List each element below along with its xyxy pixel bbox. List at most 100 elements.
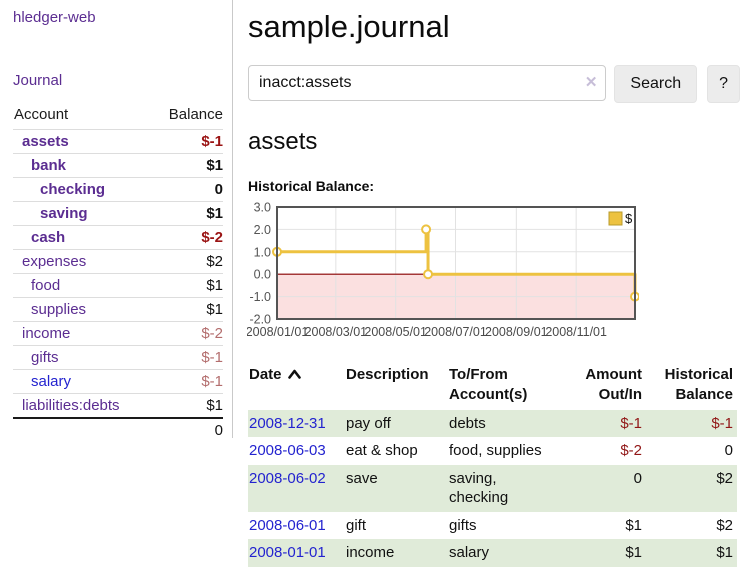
transaction-balance: $1 [716, 544, 733, 562]
accounts-table: Account Balance assets $-1 bank $1 checking 0… [13, 104, 223, 442]
account-link[interactable]: cash [13, 225, 139, 250]
account-balance: $1 [139, 273, 223, 298]
account-balance: $1 [139, 201, 223, 226]
help-button[interactable]: ? [707, 65, 740, 103]
account-balance: $-1 [139, 345, 223, 370]
account-balance: $1 [139, 153, 223, 178]
svg-text:$: $ [625, 211, 633, 226]
account-row: gifts $-1 [13, 345, 223, 370]
register-header-amount: Amount Out/In [585, 366, 642, 403]
svg-text:-1.0: -1.0 [249, 290, 271, 304]
svg-text:2.0: 2.0 [254, 223, 271, 237]
search-input[interactable] [248, 65, 607, 101]
search-form: ✕ Search ? [248, 65, 740, 103]
sort-ascending-icon [287, 369, 301, 379]
account-balance: $-1 [139, 369, 223, 394]
account-row: assets $-1 [13, 129, 223, 154]
account-link[interactable]: assets [13, 129, 139, 154]
transaction-accounts: gifts [449, 516, 477, 534]
svg-text:2008/05/01: 2008/05/01 [364, 325, 427, 339]
transaction-amount: $1 [625, 544, 642, 562]
transaction-amount: $-1 [620, 414, 642, 432]
account-link[interactable]: checking [13, 177, 139, 202]
transaction-accounts: saving, checking [449, 469, 509, 507]
transaction-accounts: debts [449, 414, 486, 432]
account-link[interactable]: salary [13, 369, 139, 394]
transaction-description: eat & shop [346, 442, 418, 460]
account-link[interactable]: liabilities:debts [13, 393, 139, 418]
account-link[interactable]: saving [13, 201, 139, 226]
register-header-description: Description [346, 366, 429, 383]
page-title: sample.journal [248, 9, 450, 44]
account-row: checking 0 [13, 177, 223, 202]
transaction-row: 2008-01-01 income salary $1 $1 [248, 539, 737, 567]
accounts-header-balance: Balance [168, 106, 223, 123]
transaction-description: save [346, 469, 378, 487]
transaction-date-link[interactable]: 2008-06-01 [249, 516, 326, 534]
account-balance: $1 [139, 393, 223, 418]
accounts-header-account: Account [14, 106, 69, 123]
transaction-row: 2008-06-01 gift gifts $1 $2 [248, 512, 737, 540]
svg-text:2008/03/01: 2008/03/01 [305, 325, 368, 339]
account-row: supplies $1 [13, 297, 223, 322]
brand-link[interactable]: hledger-web [13, 9, 96, 26]
transaction-date-link[interactable]: 2008-01-01 [249, 544, 326, 562]
account-balance: $1 [139, 297, 223, 322]
accounts-header-row: Account Balance [13, 104, 223, 130]
account-link[interactable]: bank [13, 153, 139, 178]
transaction-date-link[interactable]: 2008-06-03 [249, 442, 326, 460]
account-link[interactable]: expenses [13, 249, 139, 274]
account-row: bank $1 [13, 153, 223, 178]
account-row: cash $-2 [13, 225, 223, 250]
search-button[interactable]: Search [614, 65, 698, 103]
svg-text:1.0: 1.0 [254, 245, 271, 259]
account-balance: $-2 [139, 225, 223, 250]
svg-text:0.0: 0.0 [254, 268, 271, 282]
svg-text:2008/01/01: 2008/01/01 [247, 325, 308, 339]
svg-text:2008/07/01: 2008/07/01 [424, 325, 487, 339]
account-link[interactable]: gifts [13, 345, 139, 370]
accounts-total-row: 0 [13, 417, 223, 442]
transaction-description: income [346, 544, 395, 562]
register-header-accounts: To/From Account(s) [449, 366, 528, 403]
transaction-row: 2008-06-02 save saving, checking 0 $2 [248, 464, 737, 512]
accounts-total-value: 0 [139, 417, 223, 442]
account-row: food $1 [13, 273, 223, 298]
transaction-balance: $2 [716, 469, 733, 487]
account-link[interactable]: income [13, 321, 139, 346]
main-content: sample.journal ✕ Search ? assets Histori… [247, 0, 740, 567]
transaction-row: 2008-12-31 pay off debts $-1 $-1 [248, 409, 737, 438]
account-row: saving $1 [13, 201, 223, 226]
transaction-date-link[interactable]: 2008-06-02 [249, 469, 326, 487]
transaction-accounts: food, supplies [449, 442, 542, 460]
svg-text:3.0: 3.0 [254, 201, 271, 215]
account-link[interactable]: supplies [13, 297, 139, 322]
transaction-row: 2008-06-03 eat & shop food, supplies $-2 0 [248, 437, 737, 465]
transaction-amount: $-2 [620, 442, 642, 460]
transaction-description: gift [346, 516, 367, 534]
transaction-description: pay off [346, 414, 391, 432]
account-heading: assets [248, 128, 318, 155]
accounts-total-spacer [13, 417, 139, 442]
account-row: expenses $2 [13, 249, 223, 274]
register-header-balance: Historical Balance [664, 366, 733, 403]
transaction-balance: $2 [716, 516, 733, 534]
transaction-date-link[interactable]: 2008-12-31 [249, 414, 326, 432]
register-header-date[interactable]: Date [248, 363, 345, 410]
transaction-balance: $-1 [711, 414, 733, 432]
transaction-amount: $1 [625, 516, 642, 534]
transaction-accounts: salary [449, 544, 490, 562]
account-row: liabilities:debts $1 [13, 393, 223, 418]
sidebar-item-journal[interactable]: Journal [13, 72, 63, 89]
register-header-row: Date Description To/From Account(s) Amou… [248, 363, 737, 410]
svg-text:2008/11/01: 2008/11/01 [545, 325, 607, 339]
account-balance: 0 [139, 177, 223, 202]
account-link[interactable]: food [13, 273, 139, 298]
transaction-amount: 0 [633, 469, 642, 487]
account-balance: $-2 [139, 321, 223, 346]
svg-text:-2.0: -2.0 [249, 313, 271, 327]
historical-balance-chart: $3.0 2.0 1.0 0.0 -1.0 -2.02008/01/012008/03/0… [247, 201, 639, 339]
account-row: income $-2 [13, 321, 223, 346]
clear-search-icon[interactable]: ✕ [584, 74, 598, 91]
account-balance: $2 [139, 249, 223, 274]
